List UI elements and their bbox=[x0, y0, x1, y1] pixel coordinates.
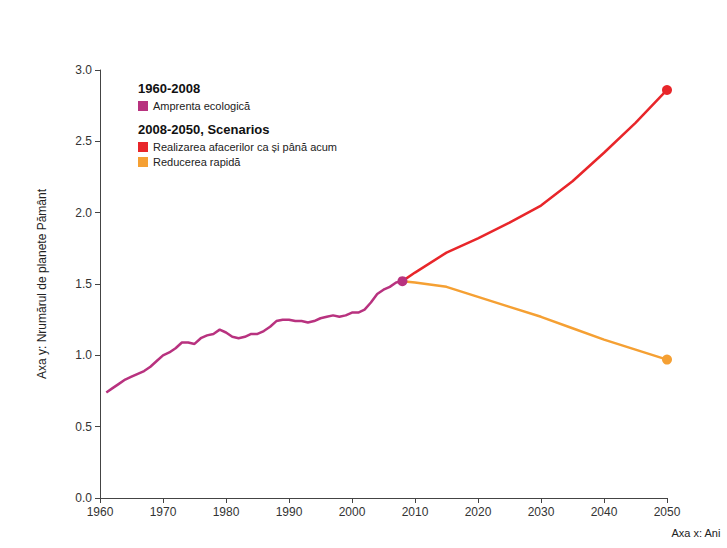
svg-text:0.5: 0.5 bbox=[75, 420, 92, 434]
svg-text:Amprenta ecologică: Amprenta ecologică bbox=[153, 100, 251, 112]
svg-text:2.5: 2.5 bbox=[75, 134, 92, 148]
svg-text:1.5: 1.5 bbox=[75, 277, 92, 291]
svg-text:Axa x: Ani: Axa x: Ani bbox=[671, 527, 720, 539]
svg-text:2000: 2000 bbox=[339, 505, 366, 519]
svg-text:Axa y: Nrumărul de planete Păm: Axa y: Nrumărul de planete Pământ bbox=[35, 188, 49, 379]
svg-text:1.0: 1.0 bbox=[75, 348, 92, 362]
svg-text:1960-2008: 1960-2008 bbox=[138, 81, 200, 96]
svg-text:2010: 2010 bbox=[402, 505, 429, 519]
svg-text:Realizarea afacerilor ca și pâ: Realizarea afacerilor ca și până acum bbox=[153, 141, 337, 153]
svg-text:0.0: 0.0 bbox=[75, 491, 92, 505]
svg-text:1960: 1960 bbox=[87, 505, 114, 519]
svg-text:1970: 1970 bbox=[150, 505, 177, 519]
svg-text:1980: 1980 bbox=[213, 505, 240, 519]
svg-text:2020: 2020 bbox=[465, 505, 492, 519]
svg-text:Reducerea rapidă: Reducerea rapidă bbox=[153, 156, 241, 168]
svg-text:2050: 2050 bbox=[654, 505, 681, 519]
svg-text:1990: 1990 bbox=[276, 505, 303, 519]
svg-text:2.0: 2.0 bbox=[75, 206, 92, 220]
svg-text:2008-2050, Scenarios: 2008-2050, Scenarios bbox=[138, 122, 270, 137]
svg-text:3.0: 3.0 bbox=[75, 63, 92, 77]
svg-text:2040: 2040 bbox=[591, 505, 618, 519]
svg-text:2030: 2030 bbox=[528, 505, 555, 519]
